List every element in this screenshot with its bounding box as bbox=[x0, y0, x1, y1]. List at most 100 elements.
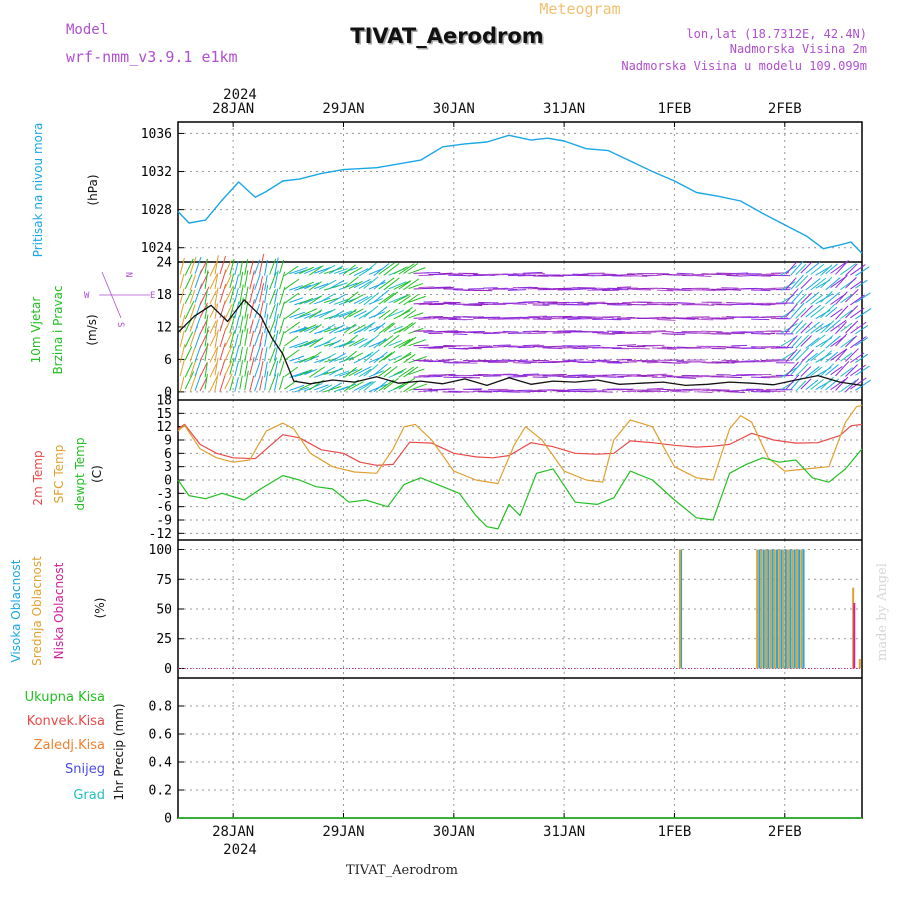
wind-arrow bbox=[348, 324, 366, 335]
wind-arrow bbox=[224, 360, 233, 376]
wind-arrow bbox=[214, 371, 219, 392]
wind-arrow bbox=[264, 361, 268, 378]
wind-arrow bbox=[199, 376, 208, 392]
wind-arrow bbox=[855, 308, 872, 320]
wind-arrow bbox=[855, 379, 872, 391]
ytick-label-3-3: 75 bbox=[156, 573, 172, 588]
wind-arrow bbox=[646, 387, 664, 390]
wind-arrow bbox=[795, 293, 807, 305]
legend-frz: Zaledj.Kisa bbox=[34, 738, 105, 753]
wind-arrow bbox=[850, 280, 863, 290]
wind-arrow bbox=[403, 336, 417, 347]
wind-arrow bbox=[304, 265, 322, 275]
wind-arrow bbox=[214, 329, 219, 349]
cloud-high-ylabel: Visoka Oblacnost bbox=[9, 559, 23, 662]
wind-arrow bbox=[572, 390, 592, 393]
wind-arrow bbox=[269, 289, 276, 305]
wind-arrow bbox=[840, 367, 853, 377]
wind-arrow bbox=[502, 391, 521, 393]
wind-arrow bbox=[845, 378, 860, 393]
wind-arrow bbox=[318, 279, 337, 290]
wind-arrow bbox=[378, 352, 393, 363]
wind-arrow bbox=[825, 335, 841, 349]
wind-arrow bbox=[820, 363, 835, 377]
wind-arrow bbox=[333, 282, 348, 289]
wind-arrow bbox=[393, 280, 412, 290]
wind-arrow bbox=[229, 287, 235, 304]
wind-arrow bbox=[363, 349, 380, 363]
wind-arrow bbox=[343, 264, 356, 275]
wind-arrow bbox=[229, 258, 235, 276]
wind-arrow bbox=[363, 380, 376, 392]
wind-arrow bbox=[810, 277, 827, 291]
wind-arrow bbox=[383, 291, 399, 304]
wind-arrow bbox=[269, 271, 277, 290]
wind-arrow bbox=[368, 268, 384, 275]
watermark: made by Angel bbox=[875, 563, 890, 661]
wind-arrow bbox=[845, 305, 859, 319]
wind-ylabel-2: Brzina i Pravac bbox=[51, 285, 65, 374]
wind-arrow bbox=[840, 309, 853, 320]
sfc-ylabel: SFC Temp bbox=[52, 445, 66, 504]
wind-arrow bbox=[353, 310, 367, 318]
wind-arrow bbox=[502, 273, 519, 276]
wind-arrow bbox=[249, 260, 254, 275]
wind-arrow bbox=[353, 338, 368, 347]
wind-arrow bbox=[438, 330, 458, 333]
wind-arrow bbox=[309, 309, 323, 319]
wind-arrow bbox=[790, 362, 802, 376]
wind-arrow bbox=[264, 330, 268, 347]
wind-arrow bbox=[343, 276, 359, 289]
wind-unit: (m/s) bbox=[85, 314, 99, 345]
wind-arrow bbox=[825, 351, 839, 363]
wind-arrow bbox=[368, 298, 383, 305]
wind-arrow bbox=[855, 266, 870, 277]
subtitle: Meteogram bbox=[539, 0, 620, 18]
wind-arrow bbox=[830, 319, 847, 332]
wind-arrow bbox=[244, 347, 248, 363]
ytick-label-4-2: 0.4 bbox=[149, 756, 173, 771]
wind-arrow bbox=[239, 360, 244, 376]
time-label-bottom-2: 30JAN bbox=[433, 824, 475, 840]
wind-arrow bbox=[328, 382, 343, 391]
ytick-label-1-0: 0 bbox=[164, 385, 172, 400]
pressure-unit: (hPa) bbox=[86, 174, 100, 205]
wind-arrow bbox=[224, 274, 232, 289]
wind-arrow bbox=[835, 291, 848, 305]
wind-arrow bbox=[194, 333, 201, 348]
wind-arrow bbox=[512, 362, 531, 364]
wind-arrow bbox=[214, 273, 219, 290]
wind-arrow bbox=[348, 381, 364, 391]
wind-arrow bbox=[825, 364, 839, 376]
model-label: Model bbox=[66, 22, 108, 38]
wind-arrow bbox=[373, 380, 389, 393]
wind-arrow bbox=[338, 383, 357, 391]
wind-arrow bbox=[318, 366, 336, 377]
wind-arrow bbox=[731, 272, 749, 275]
wind-arrow bbox=[214, 255, 219, 275]
wind-speed-line bbox=[177, 299, 863, 387]
wind-arrow bbox=[408, 356, 427, 364]
wind-arrow bbox=[805, 291, 820, 304]
wind-arrow bbox=[656, 303, 672, 306]
wind-arrow bbox=[438, 317, 458, 320]
wind-arrow bbox=[194, 283, 203, 303]
wind-arrow bbox=[805, 321, 820, 334]
wind-arrow bbox=[393, 338, 411, 349]
wind-arrow bbox=[274, 360, 279, 377]
wind-arrow bbox=[785, 303, 798, 318]
model-elevation: Nadmorska Visina u modelu 109.099m bbox=[621, 59, 867, 73]
wind-arrow bbox=[289, 355, 305, 362]
wind-arrow bbox=[805, 352, 818, 363]
wind-arrow bbox=[398, 322, 414, 333]
wind-arrow bbox=[815, 322, 831, 333]
wind-arrow bbox=[855, 292, 871, 304]
wind-arrow bbox=[398, 306, 413, 318]
wind-arrow bbox=[646, 330, 666, 332]
wind-arrow bbox=[785, 361, 799, 377]
wind-arrow bbox=[284, 307, 301, 320]
wind-arrow bbox=[279, 286, 286, 306]
wind-arrow bbox=[368, 370, 384, 378]
wind-arrow bbox=[820, 320, 835, 334]
wind-arrow bbox=[373, 322, 386, 333]
